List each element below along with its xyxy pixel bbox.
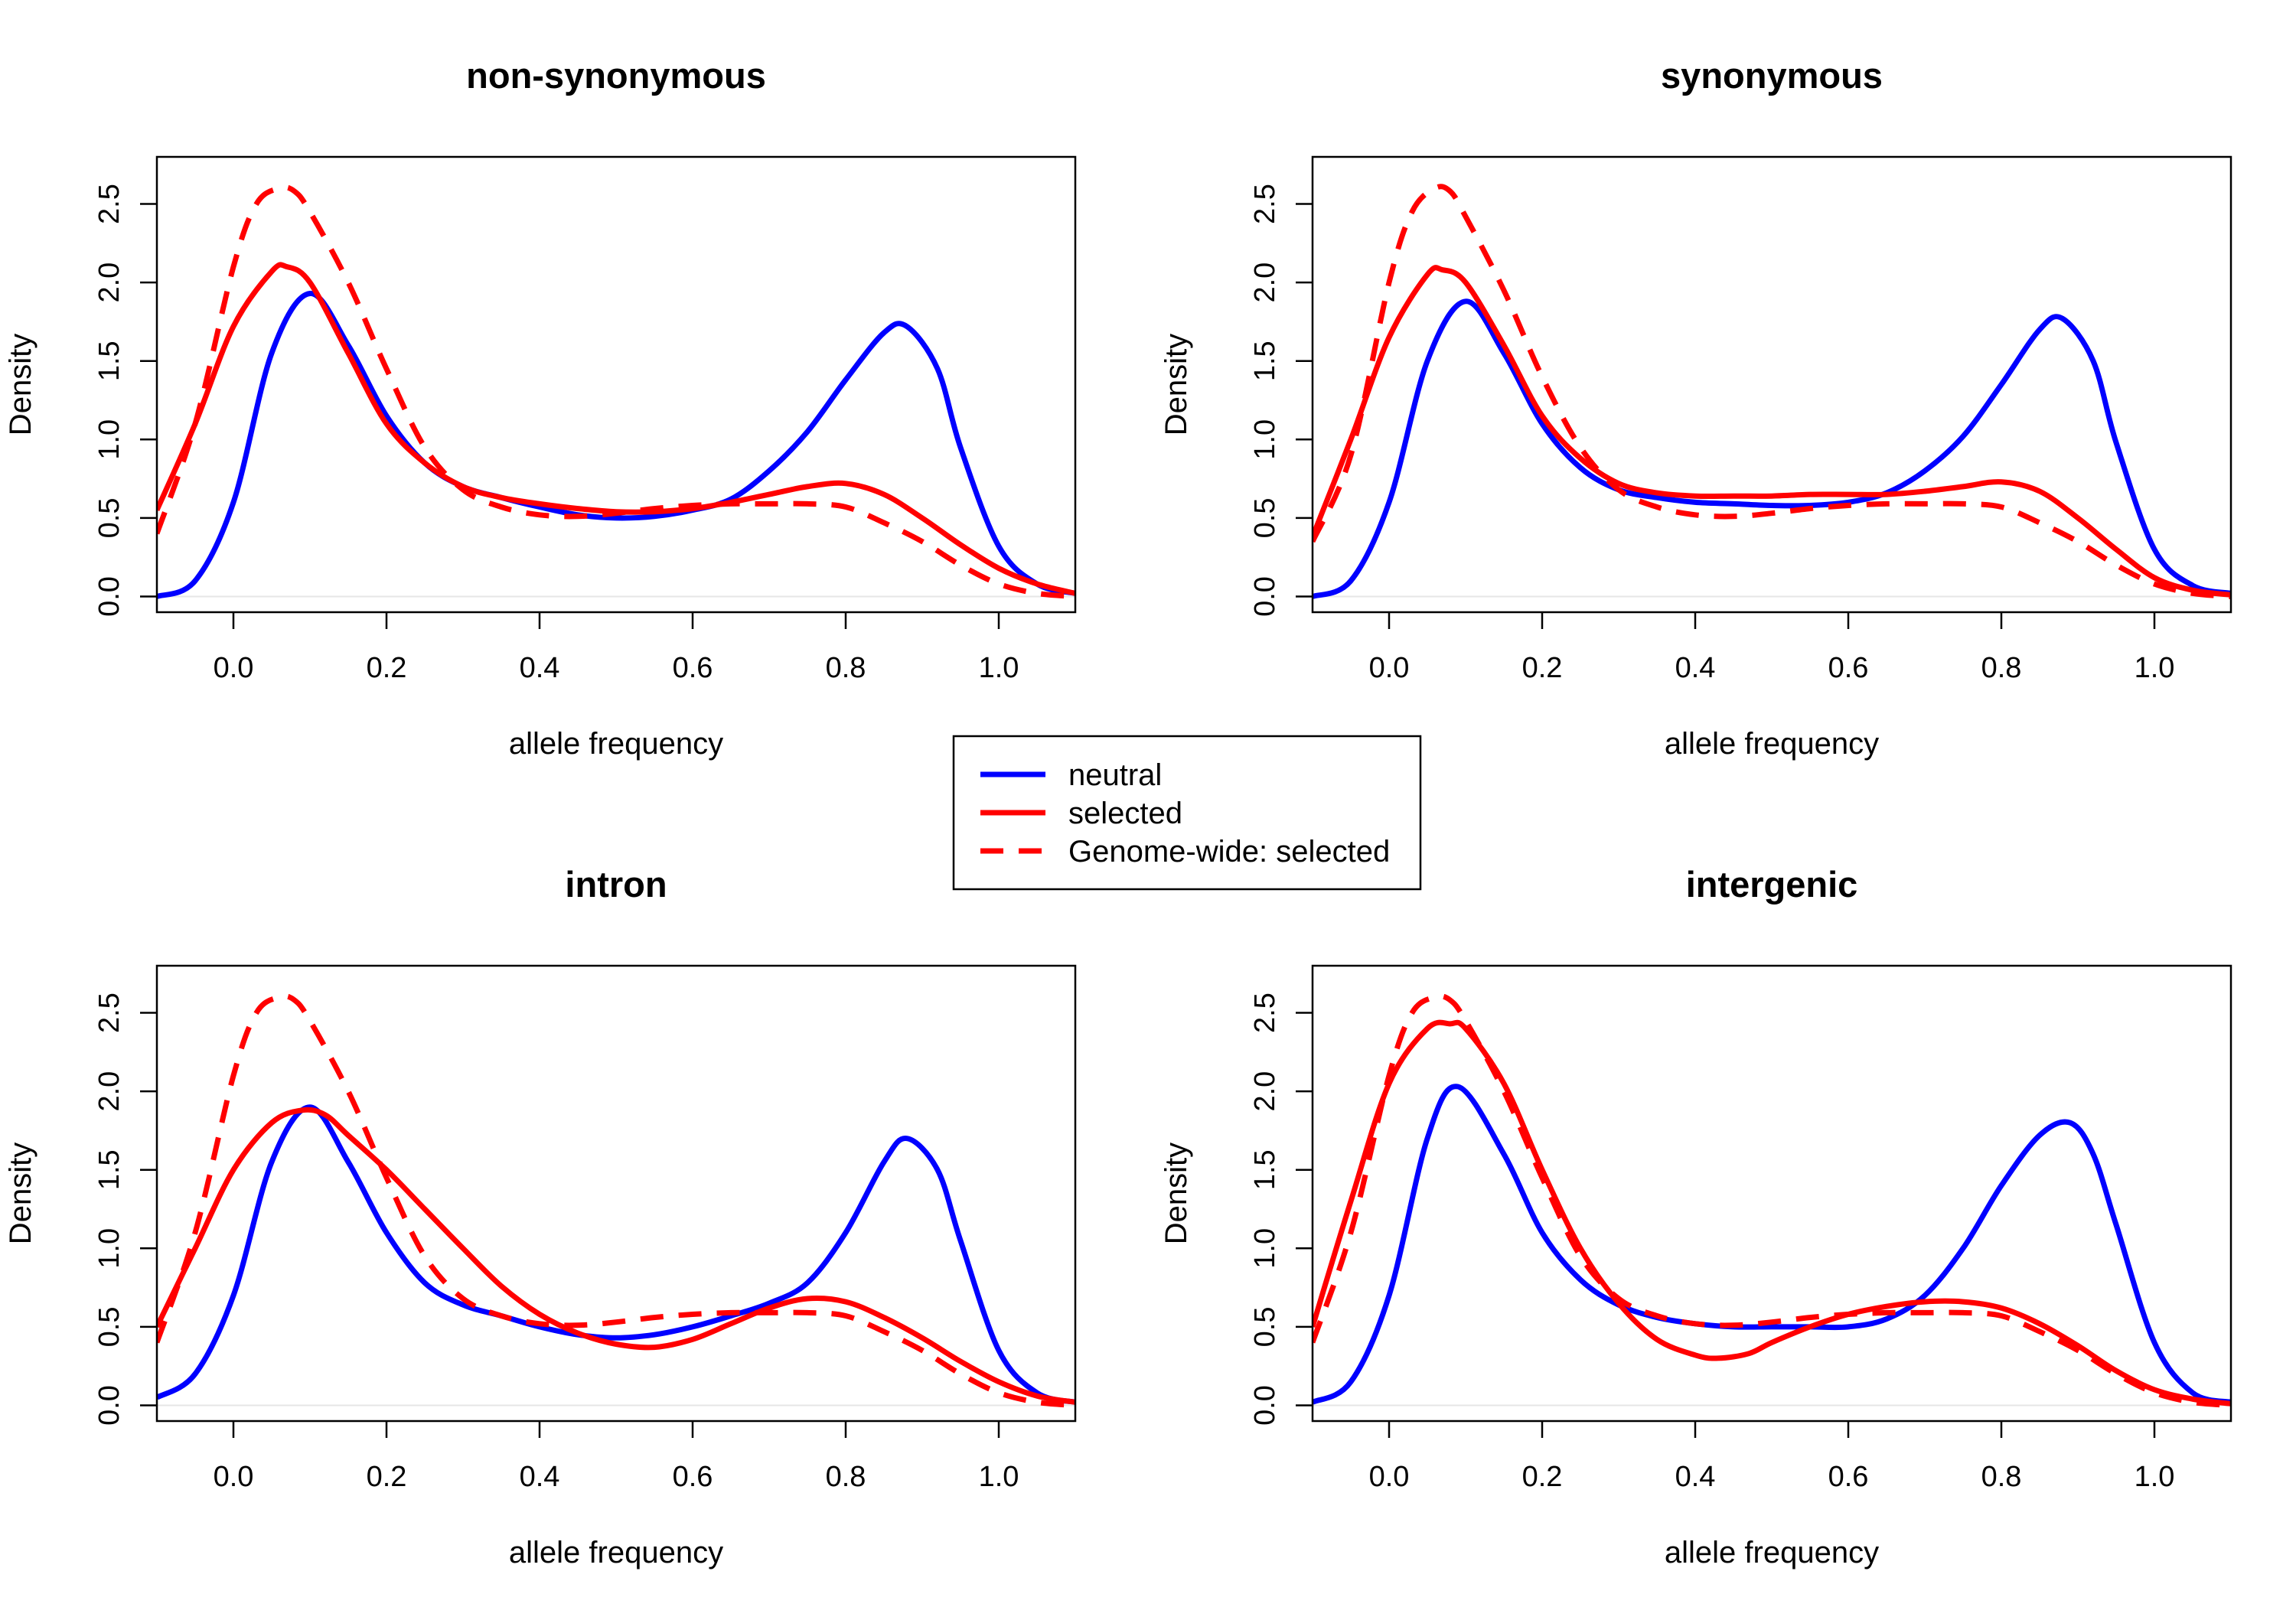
legend: neutral selected Genome-wide: selected bbox=[952, 735, 1422, 891]
chart-title: intergenic bbox=[1686, 864, 1858, 905]
series-line-neutral bbox=[157, 1104, 1075, 1405]
legend-label: selected bbox=[1068, 797, 1182, 830]
plot-frame bbox=[155, 964, 1077, 1423]
y-tick-label: 2.0 bbox=[1249, 1071, 1281, 1112]
panel-non-synonymous: 0.0 0.2 0.4 0.6 0.8 1.0 0.0 0.5 1.0 1.5 2.0 2.5 non-… bbox=[4, 55, 1077, 761]
y-tick-label: 0.5 bbox=[93, 1306, 126, 1347]
y-axis-label: Density bbox=[1159, 1143, 1193, 1244]
series-line-selected bbox=[1313, 1019, 2231, 1407]
y-tick-label: 1.0 bbox=[93, 1228, 126, 1269]
series-line-selected bbox=[157, 262, 1075, 596]
y-axis-label: Density bbox=[4, 1143, 38, 1244]
y-tick-label: 0.5 bbox=[1249, 497, 1281, 538]
y-tick-label: 2.0 bbox=[93, 1071, 126, 1112]
x-tick-label: 0.4 bbox=[520, 652, 560, 684]
x-tick-label: 0.8 bbox=[826, 652, 866, 684]
y-tick-label: 1.5 bbox=[1249, 341, 1281, 381]
x-tick-label: 0.0 bbox=[214, 652, 254, 684]
series-line-neutral bbox=[157, 291, 1075, 599]
plot-frame bbox=[1311, 155, 2232, 614]
series-line-genome-wide-selected bbox=[1313, 993, 2231, 1408]
legend-label: Genome-wide: selected bbox=[1068, 835, 1390, 869]
series-line-genome-wide-selected bbox=[1313, 184, 2231, 599]
y-tick-label: 0.0 bbox=[1249, 576, 1281, 617]
x-axis-label: allele frequency bbox=[1665, 1536, 1879, 1570]
y-tick-label: 1.5 bbox=[93, 341, 126, 381]
y-axis-label: Density bbox=[4, 334, 38, 435]
y-tick-label: 0.0 bbox=[1249, 1385, 1281, 1426]
x-tick-label: 0.4 bbox=[1675, 652, 1716, 684]
x-tick-label: 0.0 bbox=[214, 1461, 254, 1493]
x-tick-label: 0.0 bbox=[1369, 652, 1410, 684]
x-tick-label: 0.4 bbox=[520, 1461, 560, 1493]
plot-frame bbox=[155, 155, 1077, 614]
x-tick-label: 0.6 bbox=[673, 652, 713, 684]
series-line-genome-wide-selected bbox=[157, 993, 1075, 1408]
x-tick-label: 1.0 bbox=[2135, 652, 2175, 684]
y-tick-label: 1.0 bbox=[93, 419, 126, 460]
x-tick-label: 0.6 bbox=[673, 1461, 713, 1493]
panel-intergenic: 0.0 0.2 0.4 0.6 0.8 1.0 0.0 0.5 1.0 1.5 2.0 2.5 inte… bbox=[1159, 864, 2232, 1570]
y-tick-label: 1.5 bbox=[1249, 1149, 1281, 1190]
y-tick-label: 0.0 bbox=[93, 576, 126, 617]
panel-intron: 0.0 0.2 0.4 0.6 0.8 1.0 0.0 0.5 1.0 1.5 2.0 2.5 intr… bbox=[4, 864, 1077, 1570]
chart-title: non-synonymous bbox=[466, 55, 766, 96]
series-line-selected bbox=[1313, 265, 2231, 598]
y-tick-label: 2.5 bbox=[1249, 993, 1281, 1033]
chart-title: intron bbox=[565, 864, 667, 905]
y-tick-label: 1.5 bbox=[93, 1149, 126, 1190]
x-axis-label: allele frequency bbox=[1665, 727, 1879, 761]
x-tick-label: 1.0 bbox=[2135, 1461, 2175, 1493]
series-line-genome-wide-selected bbox=[157, 184, 1075, 599]
x-tick-label: 0.2 bbox=[1522, 652, 1563, 684]
legend-label: neutral bbox=[1068, 758, 1162, 792]
plot-frame bbox=[1311, 964, 2232, 1423]
x-tick-label: 0.8 bbox=[826, 1461, 866, 1493]
x-tick-label: 0.0 bbox=[1369, 1461, 1410, 1493]
panel-synonymous: 0.0 0.2 0.4 0.6 0.8 1.0 0.0 0.5 1.0 1.5 2.0 2.5 syno… bbox=[1159, 55, 2232, 761]
x-tick-label: 0.8 bbox=[1981, 1461, 2022, 1493]
y-tick-label: 1.0 bbox=[1249, 419, 1281, 460]
x-tick-label: 0.2 bbox=[367, 652, 407, 684]
y-tick-label: 1.0 bbox=[1249, 1228, 1281, 1269]
x-tick-label: 0.2 bbox=[367, 1461, 407, 1493]
series-line-neutral bbox=[1313, 298, 2231, 599]
x-axis-label: allele frequency bbox=[509, 727, 723, 761]
y-tick-label: 2.0 bbox=[1249, 262, 1281, 303]
x-tick-label: 0.6 bbox=[1828, 652, 1869, 684]
y-tick-label: 2.0 bbox=[93, 262, 126, 303]
series-line-selected bbox=[157, 1107, 1075, 1405]
x-tick-label: 0.6 bbox=[1828, 1461, 1869, 1493]
y-tick-label: 2.5 bbox=[1249, 184, 1281, 224]
series-line-neutral bbox=[1313, 1084, 2231, 1405]
y-axis-label: Density bbox=[1159, 334, 1193, 435]
y-tick-label: 2.5 bbox=[93, 993, 126, 1033]
y-tick-label: 0.5 bbox=[1249, 1306, 1281, 1347]
x-tick-label: 1.0 bbox=[979, 652, 1019, 684]
x-tick-label: 1.0 bbox=[979, 1461, 1019, 1493]
x-tick-label: 0.2 bbox=[1522, 1461, 1563, 1493]
x-axis-label: allele frequency bbox=[509, 1536, 723, 1570]
y-tick-label: 2.5 bbox=[93, 184, 126, 224]
chart-title: synonymous bbox=[1661, 55, 1883, 96]
y-tick-label: 0.5 bbox=[93, 497, 126, 538]
y-tick-label: 0.0 bbox=[93, 1385, 126, 1426]
x-tick-label: 0.8 bbox=[1981, 652, 2022, 684]
x-tick-label: 0.4 bbox=[1675, 1461, 1716, 1493]
